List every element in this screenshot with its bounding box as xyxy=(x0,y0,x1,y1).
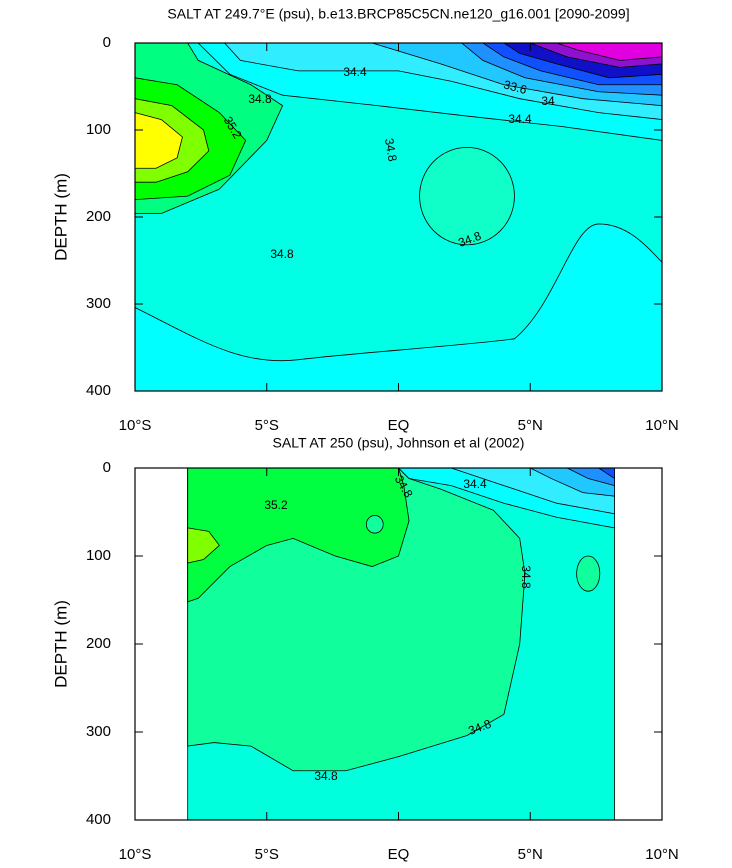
x-tick-label: 5°S xyxy=(255,846,279,863)
contour-region xyxy=(188,468,409,602)
contour-label: 35.2 xyxy=(264,498,288,512)
x-tick-label: EQ xyxy=(388,417,410,434)
x-tick-label: 5°N xyxy=(518,846,543,863)
chart-title: SALT AT 249.7°E (psu), b.e13.BRCP85C5CN.… xyxy=(167,6,629,22)
x-tick-label: 10°N xyxy=(645,417,679,434)
contour-label: 34.8 xyxy=(248,92,272,106)
x-tick-label: 10°S xyxy=(119,846,152,863)
contour-region xyxy=(135,224,662,391)
contour-fills xyxy=(135,43,662,391)
y-tick-label: 400 xyxy=(86,382,111,399)
y-axis-label: DEPTH (m) xyxy=(51,173,70,261)
contour-label: 34.4 xyxy=(343,65,367,79)
y-tick-label: 100 xyxy=(86,121,111,138)
y-tick-label: 300 xyxy=(86,295,111,312)
contour-label: 34.4 xyxy=(463,477,487,491)
contour-region xyxy=(420,147,515,244)
contour-fills xyxy=(188,468,615,820)
contour-label: 34.8 xyxy=(382,137,400,163)
contour-region xyxy=(577,556,600,591)
y-axis-label: DEPTH (m) xyxy=(51,600,70,688)
x-tick-label: 5°S xyxy=(255,417,279,434)
y-tick-label: 0 xyxy=(103,34,111,51)
contour-label: 33.6 xyxy=(502,77,528,97)
contour-label: 34.8 xyxy=(314,769,338,783)
contour-region xyxy=(366,516,383,534)
y-tick-label: 200 xyxy=(86,208,111,225)
y-tick-label: 100 xyxy=(86,547,111,564)
contour-region xyxy=(188,528,220,563)
y-tick-label: 0 xyxy=(103,459,111,476)
x-tick-label: 10°N xyxy=(645,846,679,863)
y-tick-label: 400 xyxy=(86,811,111,828)
y-tick-label: 200 xyxy=(86,635,111,652)
x-tick-label: EQ xyxy=(388,846,410,863)
chart-title: SALT AT 250 (psu), Johnson et al (2002) xyxy=(273,435,525,451)
x-tick-label: 5°N xyxy=(518,417,543,434)
contour-label: 34 xyxy=(541,94,555,108)
contour-label: 34.4 xyxy=(508,112,532,126)
y-tick-label: 300 xyxy=(86,723,111,740)
x-tick-label: 10°S xyxy=(119,417,152,434)
contour-label: 34.8 xyxy=(270,247,294,261)
contour-label: 34.8 xyxy=(519,565,533,589)
